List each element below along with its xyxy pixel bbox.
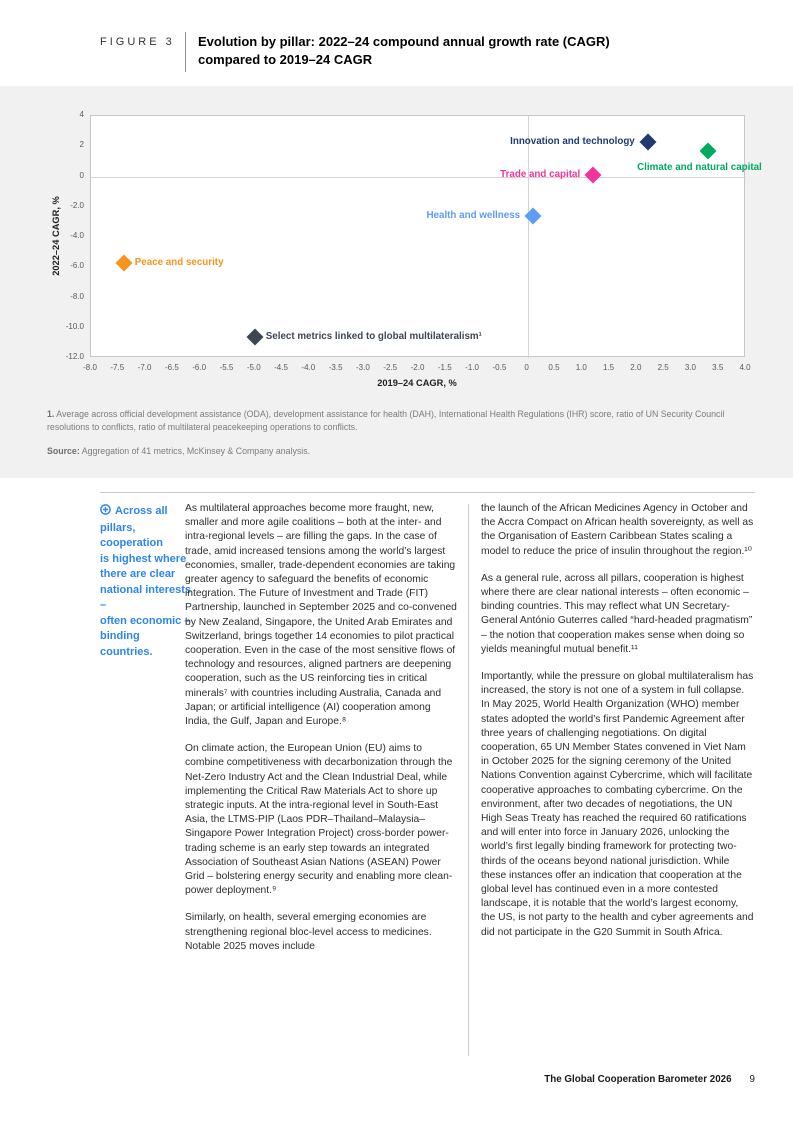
x-axis-title: 2019–24 CAGR, %	[377, 378, 457, 388]
figure-title-line2: compared to 2019–24 CAGR	[198, 51, 373, 67]
y-tick-label: 0	[79, 170, 84, 180]
x-tick-label: -4.0	[301, 363, 316, 372]
paragraph: Importantly, while the pressure on globa…	[481, 671, 754, 938]
footnote: 1. Average across official development a…	[47, 408, 755, 433]
x-tick-label: -7.0	[137, 363, 152, 372]
x-tick-label: -8.0	[83, 363, 97, 372]
y-tick-label: 4	[79, 110, 84, 119]
x-tick-label: -4.5	[274, 363, 288, 372]
data-point-label-climate-and-natural-capital: Climate and natural capital	[637, 161, 762, 173]
y-tick-label: -10.0	[65, 321, 84, 331]
page-number: 9	[749, 1074, 755, 1085]
y-tick-label: -6.0	[70, 261, 84, 271]
zero-line-horizontal	[91, 176, 746, 178]
article-column-right: the launch of the African Medicines Agen…	[481, 502, 755, 953]
data-point-label-health-and-wellness: Health and wellness	[426, 209, 521, 221]
x-tick-label: 1.0	[575, 363, 587, 372]
x-tick-label: 2.5	[657, 363, 669, 372]
x-tick-label: 3.0	[684, 363, 696, 372]
column-divider	[468, 504, 469, 1056]
x-tick-label: -2.5	[383, 363, 398, 372]
x-tick-label: -2.0	[410, 363, 425, 372]
data-point-innovation-and-technology	[639, 133, 657, 151]
figure-header: FIGURE 3 Evolution by pillar: 2022–24 co…	[100, 32, 610, 72]
report-title: The Global Cooperation Barometer 2026	[544, 1074, 732, 1085]
data-point-label-innovation-and-technology: Innovation and technology	[510, 135, 635, 147]
paragraph: On climate action, the European Union (E…	[185, 743, 453, 897]
callout-text: Across all pillars, cooperation is highe…	[100, 505, 192, 658]
x-tick-label: -0.5	[492, 363, 507, 372]
paragraph: As multilateral approaches become more f…	[185, 503, 457, 728]
y-tick-label: -4.0	[70, 231, 84, 240]
pull-quote-callout: Across all pillars, cooperation is highe…	[100, 504, 195, 660]
data-point-peace-and-security	[115, 254, 133, 272]
data-point-label-peace-and-security: Peace and security	[134, 256, 224, 268]
paragraph: As a general rule, across all pillars, c…	[481, 572, 753, 655]
x-tick-label: 2.0	[630, 363, 642, 372]
x-tick-label: -3.0	[356, 363, 370, 372]
figure-title: Evolution by pillar: 2022–24 compound an…	[198, 32, 610, 72]
x-tick-label: -1.5	[437, 363, 452, 372]
x-tick-label: -5.0	[246, 363, 261, 372]
x-tick-label: 3.5	[712, 363, 724, 372]
paragraph: Similarly, on health, several emerging e…	[185, 912, 432, 952]
chart: 2022–24 CAGR, % Innovation and technolog…	[0, 86, 793, 478]
data-point-select-metrics-linked-to-global-multilateralism	[246, 328, 264, 346]
page-footer: The Global Cooperation Barometer 2026 9	[544, 1074, 755, 1085]
x-tick-label: 4.0	[739, 363, 751, 372]
x-tick-label: -3.5	[328, 363, 343, 372]
paragraph: the launch of the African Medicines Agen…	[481, 503, 754, 557]
y-tick-label: -12.0	[65, 352, 84, 361]
header-divider	[185, 32, 186, 72]
x-tick-label: 0	[524, 363, 529, 372]
x-tick-label: -6.5	[164, 363, 179, 372]
x-tick-label: -1.0	[465, 363, 479, 372]
section-divider	[100, 492, 755, 493]
x-tick-label: -6.0	[192, 363, 207, 372]
y-tick-label: -2.0	[70, 200, 84, 210]
source-line: Source: Aggregation of 41 metrics, McKin…	[47, 445, 755, 458]
circle-plus-icon	[100, 504, 111, 521]
footnote-number: 1.	[47, 409, 55, 419]
x-tick-label: -7.5	[110, 363, 125, 372]
data-point-trade-and-capital	[584, 166, 602, 184]
footnote-text: Average across official development assi…	[47, 409, 725, 432]
data-point-label-select-metrics-linked-to-global-multilateralism: Select metrics linked to global multilat…	[265, 330, 482, 342]
data-point-label-trade-and-capital: Trade and capital	[500, 168, 581, 180]
plot-area: Innovation and technology Climate and nat…	[90, 115, 762, 358]
figure-label: FIGURE 3	[100, 36, 175, 48]
y-tick-label: -8.0	[70, 291, 84, 301]
x-tick-label: -5.5	[219, 363, 234, 372]
zero-line-vertical	[527, 116, 529, 358]
chart-band: 2022–24 CAGR, % Innovation and technolog…	[0, 86, 793, 478]
source-text: Aggregation of 41 metrics, McKinsey & Co…	[79, 446, 311, 456]
x-tick-label: 0.5	[548, 363, 560, 372]
source-label: Source:	[47, 446, 80, 456]
article-column-left: As multilateral approaches become more f…	[185, 502, 457, 967]
data-point-climate-and-natural-capital	[699, 142, 717, 160]
figure-title-line1: Evolution by pillar: 2022–24 compound an…	[198, 34, 610, 49]
y-tick-label: 2	[79, 140, 84, 150]
x-tick-label: 1.5	[602, 363, 615, 372]
